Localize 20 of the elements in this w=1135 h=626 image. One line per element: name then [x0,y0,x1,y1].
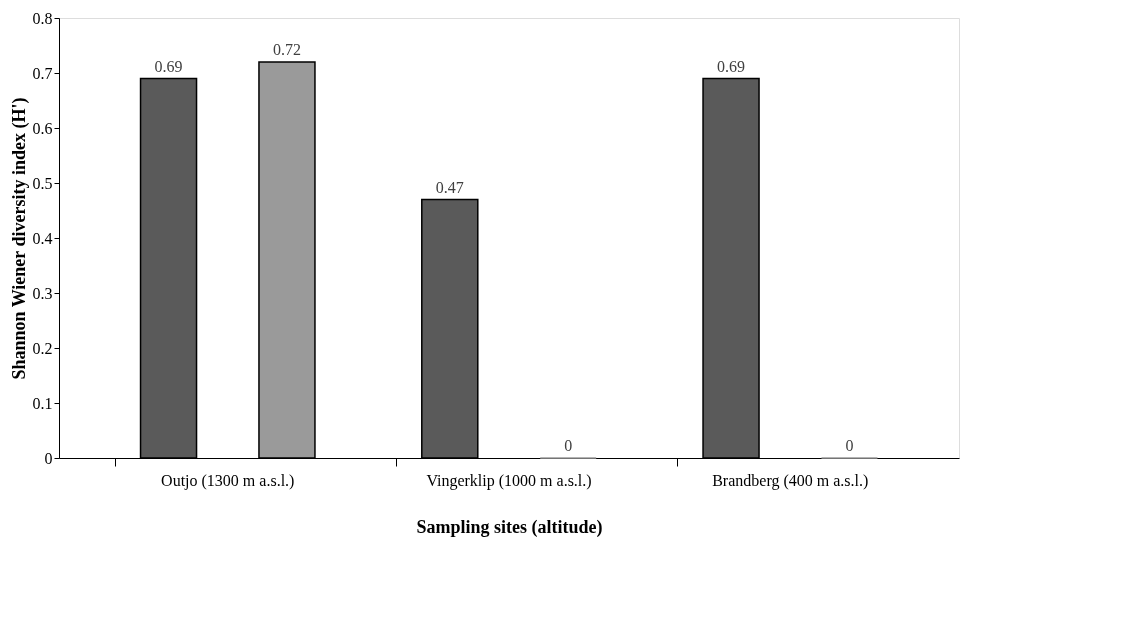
y-tick-label: 0.4 [32,229,53,247]
data-label: 0.69 [154,57,183,75]
y-tick-label: 0.5 [32,174,53,192]
x-tick-label: Vingerklip (1000 m a.s.l.) [426,471,592,490]
data-label: 0 [564,437,573,454]
y-tick-label: 0.7 [32,64,53,82]
y-tick-label: 0.1 [32,394,53,412]
y-tick-label: 0.6 [32,119,53,137]
y-axis-title: Shannon Wiener diversity index (H') [8,97,30,380]
data-label: 0.47 [435,178,464,196]
y-tick-label: 0.3 [32,284,53,302]
x-axis-title: Sampling sites (altitude) [416,516,603,538]
y-tick-label: 0 [44,449,53,467]
x-tick-label: Outjo (1300 m a.s.l.) [161,471,295,490]
y-tick-label: 0.2 [32,339,53,357]
data-label: 0.72 [272,41,301,58]
data-label: 0.69 [717,57,746,75]
y-tick-label: 0.8 [32,9,53,27]
data-label: 0 [845,437,854,454]
x-tick-label: Brandberg (400 m a.s.l.) [712,471,869,490]
